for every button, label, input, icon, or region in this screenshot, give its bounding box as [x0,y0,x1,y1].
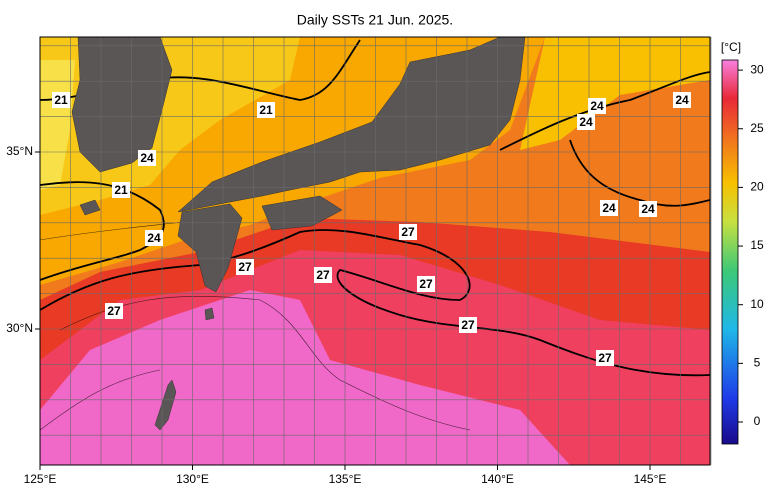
contour-label-box [588,98,606,114]
title: Daily SSTs 21 Jun. 2025. [297,12,453,28]
contour-label: 27 [316,268,330,282]
contour-label-box [105,303,123,319]
longitude-label: 145°E [634,472,667,486]
contour-label: 27 [401,225,415,239]
contour-label: 24 [602,201,616,215]
contour-label-box [145,230,163,246]
contour-label: 27 [598,351,612,365]
colorbar-tick-label: 20 [750,180,764,194]
contour-label: 21 [114,183,128,197]
sea-surface [40,37,710,465]
colorbar-unit: [°C] [721,40,741,54]
colorbar [721,59,739,445]
contour-label: 27 [107,304,121,318]
longitude-label: 135°E [329,472,362,486]
graticule [39,37,712,465]
latitude-label: 35°N [6,144,33,158]
contour-label: 27 [419,277,433,291]
contour-label-box [257,102,275,118]
contour-label: 24 [641,202,655,216]
contour-label-box [459,317,477,333]
colorbar-tick-label: 25 [750,121,764,135]
contour-label-box [112,182,130,198]
contour-label: 24 [590,99,604,113]
map-frame [39,36,711,466]
contour-label-box [577,114,595,130]
contour-label: 27 [238,260,252,274]
contour-label-box [399,224,417,240]
contour-label-box [236,259,254,275]
contour-label: 24 [140,151,154,165]
contour-label-box [600,200,618,216]
contour-label: 21 [54,93,68,107]
contour-label-box [52,92,70,108]
latitude-label: 30°N [6,321,33,335]
contour-label-box [673,92,691,108]
colorbar-tick-label: 0 [754,414,761,428]
contour-label: 24 [147,231,161,245]
colorbar-tick-label: 5 [754,356,761,370]
contour-label: 24 [675,93,689,107]
contour-label: 24 [579,115,593,129]
colorbar-tick-label: 15 [750,238,764,252]
contour-label: 21 [259,103,273,117]
colorbar-tick-label: 10 [750,297,764,311]
colorbar-tick-label: 30 [750,62,764,76]
longitude-label: 140°E [481,472,514,486]
contour-label-box [639,201,657,217]
longitude-label: 130°E [176,472,209,486]
contour-label-box [138,150,156,166]
contour-label-box [314,267,332,283]
longitude-label: 125°E [24,472,57,486]
contour-label: 27 [461,318,475,332]
contour-label-box [596,350,614,366]
contour-label-box [417,276,435,292]
